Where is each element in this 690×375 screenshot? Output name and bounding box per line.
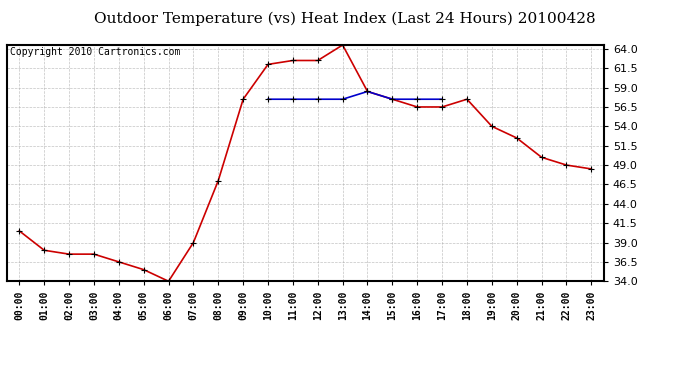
Text: Copyright 2010 Cartronics.com: Copyright 2010 Cartronics.com bbox=[10, 47, 180, 57]
Text: Outdoor Temperature (vs) Heat Index (Last 24 Hours) 20100428: Outdoor Temperature (vs) Heat Index (Las… bbox=[95, 11, 595, 26]
